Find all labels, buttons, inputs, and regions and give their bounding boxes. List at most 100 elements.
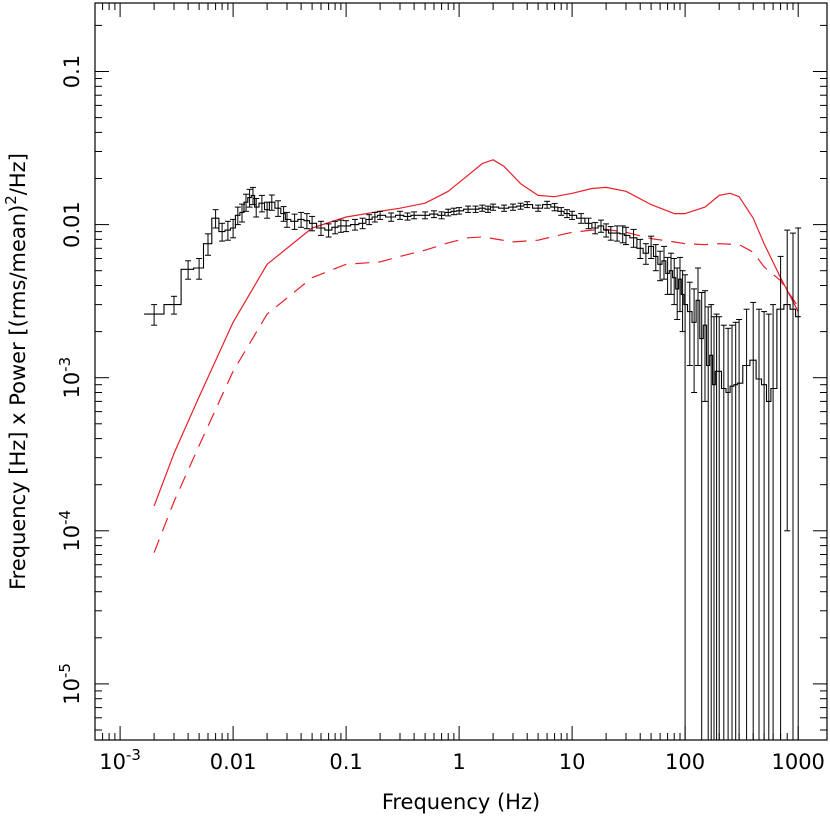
- data-point-errorbar: [479, 204, 486, 212]
- data-point-errorbar: [291, 213, 298, 230]
- data-point-errorbar: [750, 301, 757, 740]
- data-point-errorbar: [284, 211, 290, 228]
- data-point-errorbar: [671, 258, 678, 306]
- y-tick-label: 10-3: [56, 357, 84, 399]
- data-point-errorbar: [592, 222, 599, 235]
- data-point-errorbar: [756, 308, 762, 740]
- data-point-errorbar: [777, 255, 784, 740]
- data-point-errorbar: [642, 243, 649, 265]
- x-tick-label: 0.01: [210, 750, 257, 774]
- x-tick-label: 1000: [771, 750, 824, 774]
- y-tick-label-exponent: -3: [56, 357, 74, 372]
- data-point-errorbar: [253, 198, 260, 218]
- data-point-errorbar: [761, 311, 768, 740]
- data-point-errorbar: [258, 194, 265, 213]
- data-point-errorbar: [264, 201, 271, 219]
- data-point-errorbar: [212, 209, 219, 229]
- model-component-dashed-line: [153, 228, 799, 553]
- data-point-errorbar: [325, 223, 332, 238]
- data-point-errorbar: [729, 324, 735, 740]
- data-point-errorbar: [438, 211, 445, 220]
- data-point-errorbar: [517, 202, 524, 210]
- data-point-errorbar: [303, 213, 310, 230]
- data-point-errorbar: [234, 206, 241, 226]
- data-point-errorbar: [404, 212, 411, 221]
- y-tick-label-exponent: -4: [56, 510, 74, 525]
- y-axis-label-main: Frequency [Hz] x Power [(rms/mean): [6, 205, 30, 590]
- data-point-errorbar: [725, 327, 732, 740]
- data-point-errorbar: [243, 193, 249, 212]
- model-total-solid-line: [153, 159, 799, 507]
- data-point-errorbar: [637, 238, 644, 259]
- data-point-errorbar: [569, 210, 576, 220]
- data-point-errorbar: [551, 203, 558, 212]
- data-point-errorbar: [578, 213, 585, 224]
- data-point-errorbar: [674, 267, 681, 320]
- data-point-errorbar: [224, 220, 231, 241]
- data-point-errorbar: [695, 267, 701, 366]
- data-point-errorbar: [720, 324, 727, 740]
- data-point-errorbar: [318, 220, 324, 236]
- data-point-errorbar: [456, 207, 463, 215]
- data-point-errorbar: [623, 226, 629, 246]
- data-point-errorbar: [686, 281, 693, 366]
- data-point-errorbar: [171, 295, 177, 315]
- y-tick-label: 0.01: [60, 201, 84, 248]
- data-point-errorbar: [711, 316, 717, 740]
- data-point-errorbar: [558, 207, 565, 216]
- x-tick-label: 10: [559, 750, 586, 774]
- data-point-errorbar: [465, 205, 472, 213]
- x-tick-label: 0.1: [329, 750, 362, 774]
- data-point-errorbar: [185, 260, 192, 280]
- data-point-errorbar: [337, 219, 344, 233]
- x-tick-label-base: 10: [99, 750, 126, 774]
- data-point-errorbar: [151, 304, 158, 326]
- data-point-errorbar: [535, 204, 542, 212]
- data-point-errorbar: [544, 200, 551, 209]
- data-point-errorbar: [431, 210, 437, 219]
- data-point-errorbar: [275, 200, 282, 217]
- data-point-errorbar: [205, 233, 211, 256]
- data-point-errorbar: [332, 220, 339, 235]
- x-tick-label-exponent: -3: [126, 746, 141, 764]
- data-point-errorbar: [564, 209, 570, 219]
- data-point-errorbar: [691, 288, 698, 393]
- data-point-errorbar: [309, 215, 316, 232]
- data-point-errorbar: [795, 227, 802, 740]
- y-tick-label-base: 10: [60, 525, 84, 552]
- data-point-errorbar: [501, 204, 508, 212]
- data-point-errorbar: [524, 201, 531, 209]
- data-point-errorbar: [371, 211, 378, 223]
- data-point-errorbar: [790, 232, 796, 740]
- y-tick-label-base: 10: [60, 372, 84, 399]
- data-point-errorbar: [708, 304, 715, 740]
- data-point-errorbar: [661, 245, 667, 280]
- data-point-errorbar: [736, 319, 743, 740]
- data-point-errorbar: [397, 210, 403, 220]
- y-axis-label-superscript: 2: [2, 195, 20, 205]
- data-point-errorbar: [619, 225, 626, 244]
- y-axis-label: Frequency [Hz] x Power [(rms/mean)2/Hz]: [2, 153, 30, 590]
- data-point-errorbar: [246, 188, 253, 208]
- data-point-errorbar: [472, 205, 479, 213]
- data-point-errorbar: [485, 205, 491, 213]
- y-tick-label-exponent: -5: [56, 663, 74, 678]
- data-point-errorbar: [230, 218, 237, 239]
- data-point-errorbar: [411, 211, 418, 220]
- y-tick-label-base: 10: [60, 678, 84, 705]
- data-point-errorbar: [598, 219, 604, 233]
- data-point-errorbar: [450, 207, 457, 216]
- data-point-errorbar: [250, 186, 256, 206]
- y-tick-label: 10-5: [56, 663, 84, 705]
- data-point-errorbar: [366, 214, 373, 226]
- data-point-errorbar: [422, 211, 429, 220]
- data-point-errorbar: [585, 217, 592, 230]
- y-tick-label: 10-4: [56, 510, 84, 552]
- x-tick-label: 1: [452, 750, 465, 774]
- data-point-errorbar: [784, 229, 791, 532]
- x-axis-label: Frequency (Hz): [382, 790, 540, 814]
- data-point-errorbar: [490, 203, 497, 211]
- data-step-line: [144, 194, 801, 402]
